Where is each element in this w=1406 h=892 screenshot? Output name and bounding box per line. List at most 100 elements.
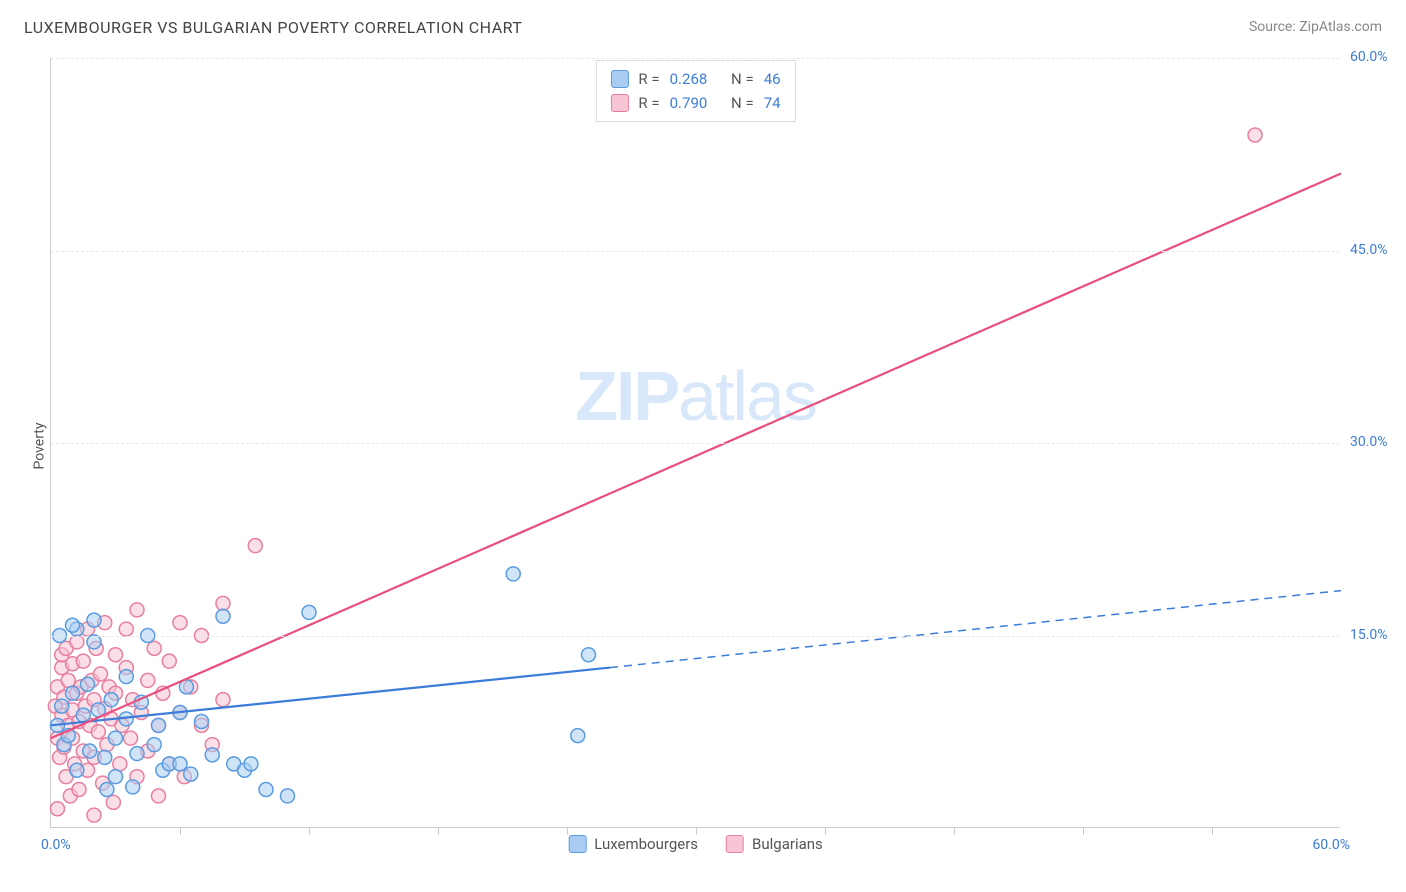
- y-tick-label: 60.0%: [1350, 49, 1406, 65]
- n-label: N =: [731, 91, 754, 115]
- data-point: [70, 763, 84, 777]
- data-point: [91, 725, 105, 739]
- x-tick: [825, 827, 826, 835]
- data-point: [113, 757, 127, 771]
- source-attribution: Source: ZipAtlas.com: [1249, 19, 1382, 35]
- x-axis-min-label: 0.0%: [41, 837, 71, 853]
- data-point: [98, 750, 112, 764]
- data-point: [72, 783, 86, 797]
- data-point: [106, 795, 120, 809]
- data-point: [76, 654, 90, 668]
- data-point: [66, 618, 80, 632]
- data-point: [100, 783, 114, 797]
- data-point: [119, 670, 133, 684]
- x-tick: [696, 827, 697, 835]
- data-point: [109, 770, 123, 784]
- legend-bottom: Luxembourgers Bulgarians: [568, 835, 823, 853]
- chart-title: LUXEMBOURGER VS BULGARIAN POVERTY CORREL…: [24, 18, 522, 37]
- x-tick: [1083, 827, 1084, 835]
- chart-plot-area: ZIPatlas R = 0.268 N = 46 R = 0.790 N = …: [50, 58, 1340, 828]
- data-point: [173, 757, 187, 771]
- data-point: [61, 673, 75, 687]
- data-point: [302, 605, 316, 619]
- legend-stats-box: R = 0.268 N = 46 R = 0.790 N = 74: [595, 60, 795, 122]
- x-tick: [309, 827, 310, 835]
- legend-stats-row-bul: R = 0.790 N = 74: [610, 91, 780, 115]
- legend-item-lux: Luxembourgers: [568, 835, 698, 853]
- data-point: [216, 596, 230, 610]
- data-point: [173, 616, 187, 630]
- gridline-h: [51, 443, 1340, 444]
- data-point: [66, 686, 80, 700]
- r-value-bul: 0.790: [670, 91, 708, 115]
- data-point: [248, 539, 262, 553]
- data-point: [55, 699, 69, 713]
- regression-line-bul: [51, 174, 1341, 739]
- gridline-h: [51, 251, 1340, 252]
- data-point: [93, 667, 107, 681]
- r-value-lux: 0.268: [670, 67, 708, 91]
- n-value-bul: 74: [764, 91, 781, 115]
- data-point: [130, 603, 144, 617]
- data-point: [152, 789, 166, 803]
- y-tick-label: 45.0%: [1350, 242, 1406, 258]
- x-tick: [954, 827, 955, 835]
- legend-label-bul: Bulgarians: [752, 835, 823, 853]
- data-point: [119, 622, 133, 636]
- data-point: [152, 718, 166, 732]
- chart-header: LUXEMBOURGER VS BULGARIAN POVERTY CORREL…: [0, 0, 1406, 44]
- data-point: [126, 780, 140, 794]
- data-point: [506, 567, 520, 581]
- x-tick: [1212, 827, 1213, 835]
- legend-label-lux: Luxembourgers: [594, 835, 698, 853]
- data-point: [147, 641, 161, 655]
- data-point: [141, 673, 155, 687]
- data-point: [162, 654, 176, 668]
- data-point: [205, 748, 219, 762]
- data-point: [87, 635, 101, 649]
- r-label: R =: [638, 91, 659, 115]
- data-point: [76, 708, 90, 722]
- y-tick-label: 15.0%: [1350, 627, 1406, 643]
- y-axis-title: Poverty: [32, 422, 48, 469]
- legend-item-bul: Bulgarians: [726, 835, 823, 853]
- r-label: R =: [638, 67, 659, 91]
- data-point: [244, 757, 258, 771]
- legend-swatch-bul: [610, 94, 628, 112]
- data-point: [83, 744, 97, 758]
- regression-line-lux-dashed: [610, 591, 1341, 668]
- legend-swatch-bul-icon: [726, 835, 744, 853]
- data-point: [195, 714, 209, 728]
- x-tick: [438, 827, 439, 835]
- data-point: [582, 648, 596, 662]
- data-point: [184, 767, 198, 781]
- n-label: N =: [731, 67, 754, 91]
- gridline-h: [51, 636, 1340, 637]
- data-point: [216, 609, 230, 623]
- data-point: [259, 783, 273, 797]
- data-point: [104, 693, 118, 707]
- legend-swatch-lux-icon: [568, 835, 586, 853]
- data-point: [109, 648, 123, 662]
- gridline-h: [51, 58, 1340, 59]
- data-point: [87, 613, 101, 627]
- legend-stats-row-lux: R = 0.268 N = 46: [610, 67, 780, 91]
- data-point: [109, 731, 123, 745]
- data-point: [81, 677, 95, 691]
- data-point: [216, 693, 230, 707]
- x-tick: [180, 827, 181, 835]
- data-point: [87, 808, 101, 822]
- data-point: [281, 789, 295, 803]
- legend-swatch-lux: [610, 70, 628, 88]
- data-point: [124, 731, 138, 745]
- data-point: [1248, 128, 1262, 142]
- x-axis-max-label: 60.0%: [1312, 837, 1350, 853]
- data-point: [130, 747, 144, 761]
- data-point: [50, 802, 64, 816]
- data-point: [571, 729, 585, 743]
- x-tick: [567, 827, 568, 835]
- data-point: [147, 738, 161, 752]
- n-value-lux: 46: [764, 67, 781, 91]
- y-tick-label: 30.0%: [1350, 434, 1406, 450]
- data-point: [70, 635, 84, 649]
